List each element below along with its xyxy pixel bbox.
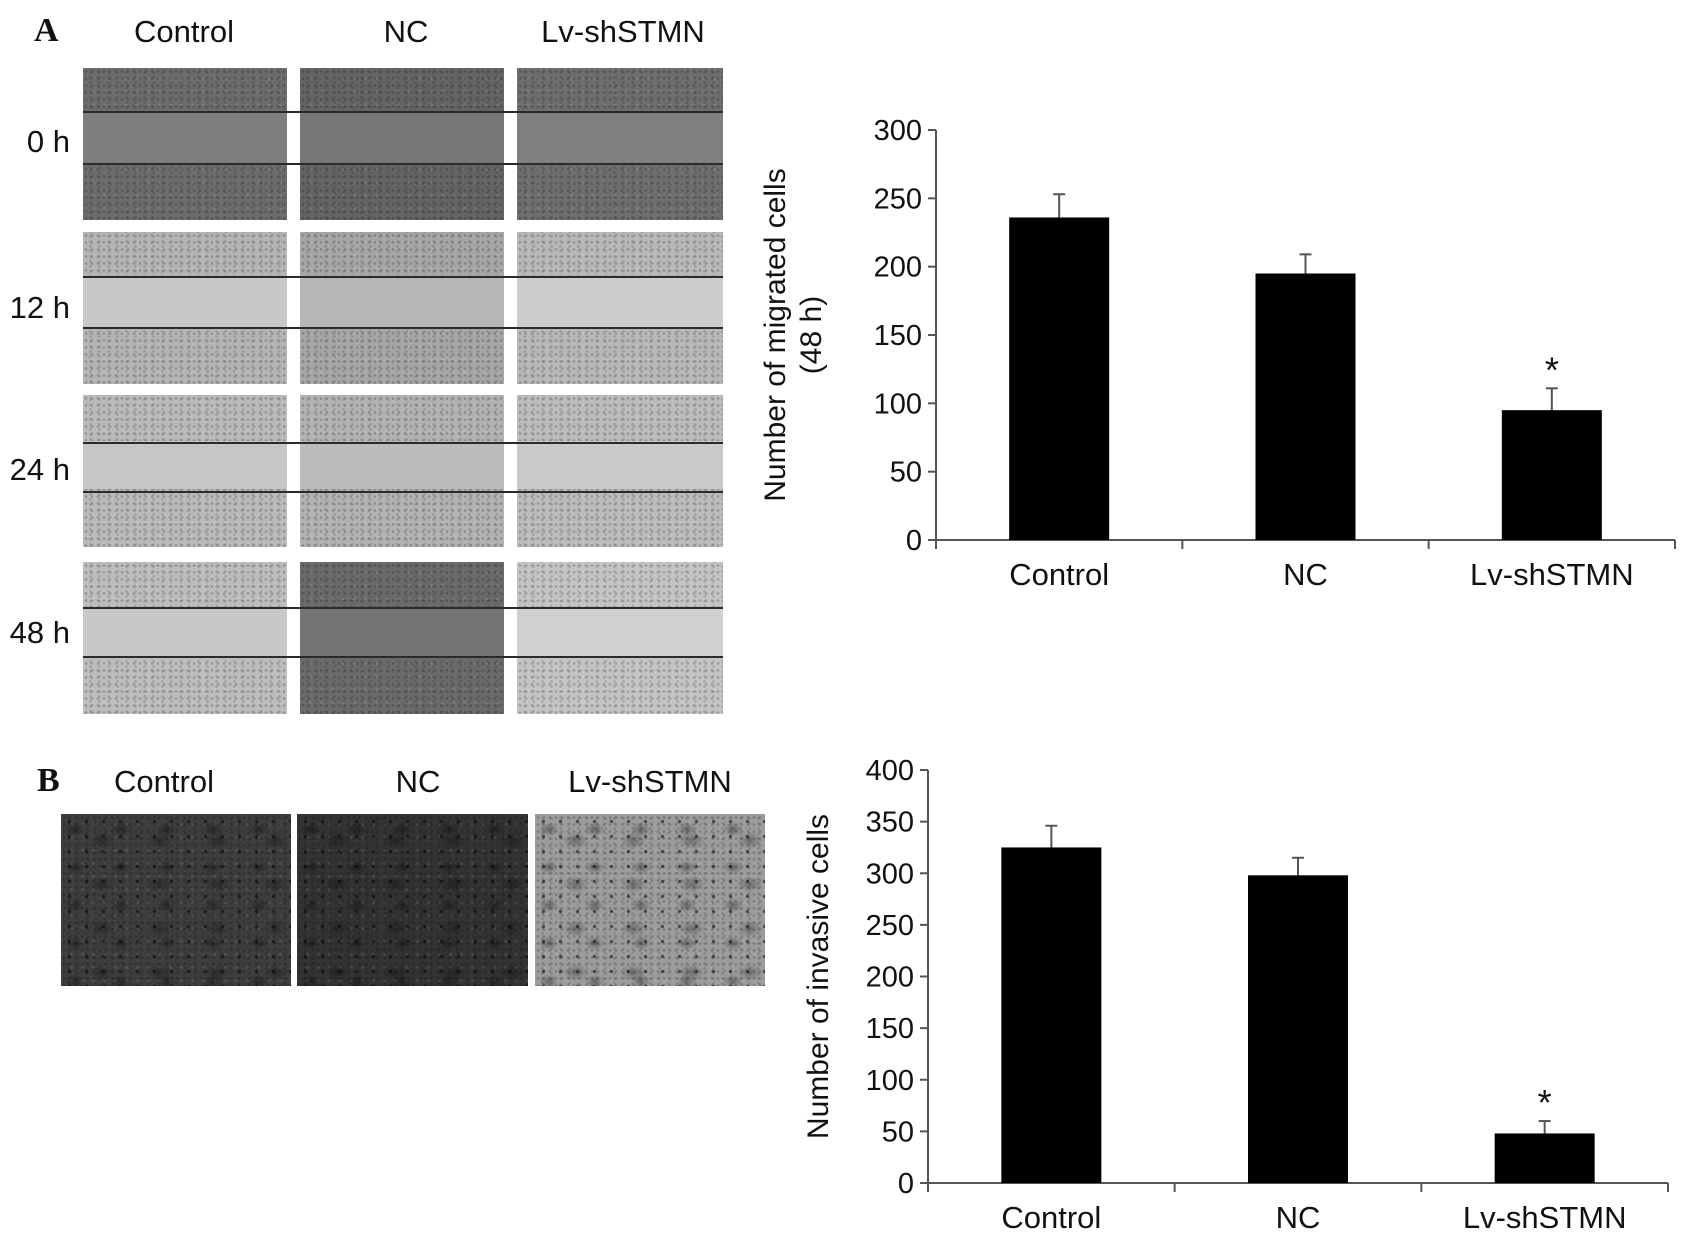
significance-asterisk: *: [1538, 1082, 1552, 1123]
y-tick-label: 150: [866, 1013, 914, 1045]
wound-image-control-48h: [83, 562, 287, 714]
panel-b-col-label-control: Control: [114, 764, 214, 799]
invasive-cells-bar-chart: 0 50 100 150 200 250 300 350 400 Control NC Lv-shST…: [802, 755, 1669, 1235]
wound-image-nc-0h: [300, 68, 504, 220]
x-tick-label: Lv-shSTMN: [1463, 1200, 1627, 1235]
y-tick-label: 200: [866, 962, 914, 994]
y-tick-label: 300: [874, 115, 922, 147]
wound-image-lv-shstmn-24h: [517, 395, 723, 547]
bar-lv-shstmn: [1494, 1133, 1595, 1183]
bar-control: [1009, 217, 1110, 540]
invasion-image-lv-shstmn: [535, 814, 765, 986]
wound-image-control-0h: [83, 68, 287, 220]
y-tick-label: 0: [906, 525, 922, 557]
wound-image-lv-shstmn-12h: [517, 232, 723, 384]
panel-a-row-label-0h: 0 h: [26, 124, 70, 159]
wound-edge-line: [83, 656, 723, 658]
wound-image-nc-24h: [300, 395, 504, 547]
y-tick-label: 200: [874, 252, 922, 284]
bar-nc: [1255, 273, 1356, 540]
invasion-image-nc: [297, 814, 528, 986]
y-tick-label: 350: [866, 807, 914, 839]
y-tick-label: 150: [874, 320, 922, 352]
y-axis-label: Number of migrated cells: [759, 168, 792, 501]
wound-image-lv-shstmn-0h: [517, 68, 723, 220]
wound-edge-line: [83, 442, 723, 444]
bar-nc: [1248, 875, 1348, 1183]
wound-edge-line: [83, 276, 723, 278]
invasion-image-control: [61, 814, 291, 986]
y-axis-label: (48 h): [795, 296, 828, 374]
panel-a-letter: A: [34, 12, 59, 49]
y-tick-label: 250: [874, 183, 922, 215]
x-tick-label: Control: [1009, 557, 1109, 592]
migrated-cells-bar-chart: 0 50 100 150 200 250 300 Control NC Lv-shSTMN * Num…: [759, 115, 1676, 592]
panel-b-col-label-nc: NC: [395, 764, 441, 799]
wound-image-nc-12h: [300, 232, 504, 384]
x-tick-label: Control: [1001, 1200, 1101, 1235]
y-tick-label: 0: [898, 1168, 914, 1200]
wound-image-lv-shstmn-48h: [517, 562, 723, 714]
wound-edge-line: [83, 111, 723, 113]
significance-asterisk: *: [1545, 349, 1559, 390]
wound-edge-line: [83, 607, 723, 609]
panel-b-col-label-lv-shstmn: Lv-shSTMN: [568, 764, 732, 799]
x-tick-label: NC: [1283, 557, 1328, 592]
y-tick-label: 50: [890, 457, 922, 489]
wound-image-control-24h: [83, 395, 287, 547]
y-axis-label: Number of invasive cells: [802, 814, 835, 1139]
y-tick-label: 100: [874, 388, 922, 420]
y-tick-label: 100: [866, 1065, 914, 1097]
x-tick-label: NC: [1276, 1200, 1321, 1235]
panel-b-letter: B: [37, 762, 60, 799]
wound-edge-line: [83, 491, 723, 493]
bar-control: [1001, 847, 1102, 1183]
y-tick-label: 400: [866, 755, 914, 787]
panel-a-row-label-24h: 24 h: [9, 452, 70, 487]
panel-a-row-label-12h: 12 h: [9, 290, 70, 325]
panel-a-col-label-lv-shstmn: Lv-shSTMN: [541, 14, 705, 49]
panel-a-col-label-nc: NC: [383, 14, 429, 49]
y-tick-label: 50: [882, 1116, 914, 1148]
wound-edge-line: [83, 163, 723, 165]
panel-a-col-label-control: Control: [134, 14, 234, 49]
panel-a-row-label-48h: 48 h: [9, 615, 70, 650]
wound-edge-line: [83, 327, 723, 329]
y-tick-label: 250: [866, 910, 914, 942]
x-tick-label: Lv-shSTMN: [1470, 557, 1634, 592]
bar-lv-shstmn: [1501, 410, 1602, 540]
y-tick-label: 300: [866, 858, 914, 890]
wound-image-control-12h: [83, 232, 287, 384]
wound-image-nc-48h: [300, 562, 504, 714]
